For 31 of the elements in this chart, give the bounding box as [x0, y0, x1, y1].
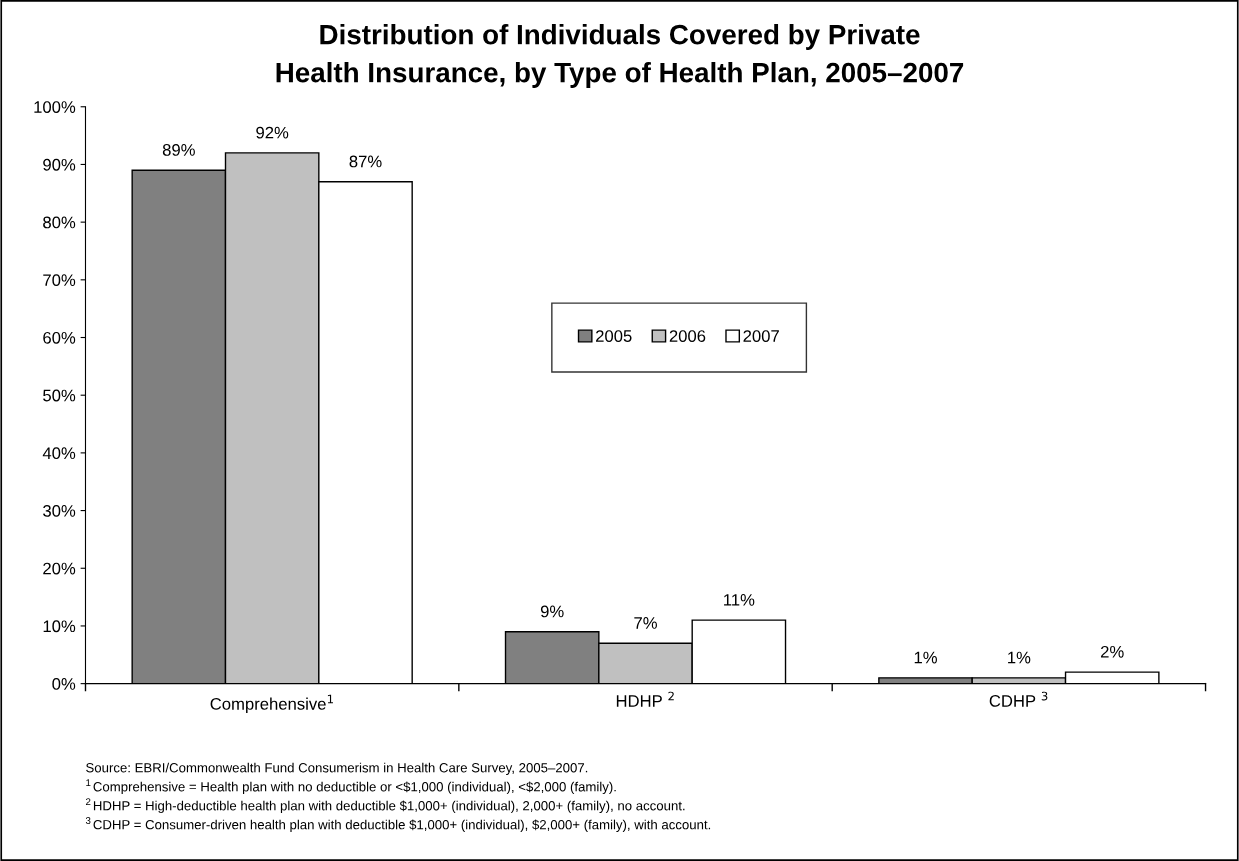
data-label: 9% — [540, 605, 564, 618]
y-tick-label: 20% — [43, 562, 76, 575]
x-tick-label: HDHP $^{2}$ — [616, 691, 674, 707]
data-label: 2% — [1101, 645, 1124, 658]
data-label: 87% — [349, 155, 382, 168]
y-tick-label: 0% — [52, 678, 76, 690]
y-tick-label: 30% — [43, 504, 76, 517]
legend-label: 2005 — [596, 330, 632, 342]
legend-label: 2007 — [743, 330, 779, 342]
data-label: 7% — [634, 617, 657, 629]
chart-title: Distribution of Individuals Covered by Private Health Insurance, by Type of Health Plan, 2005–2007 — [276, 24, 964, 88]
y-tick-label: 90% — [43, 158, 76, 171]
x-tick-label: Comprehensive$^{1}$ — [210, 694, 333, 714]
source-note: Source: EBRI/Commonwealth Fund Consumerism in Health Care Survey, 2005–2007. — [86, 762, 588, 776]
text: 3 CDHP = Consumer-driven health plan with deductible $1,000+ (individual), $2,000+ (family), with account. — [85, 817, 711, 832]
y-tick-label: 70% — [43, 274, 76, 287]
y-tick-label: 100% — [34, 101, 76, 113]
data-label: 92% — [256, 126, 289, 139]
data-label: 1% — [1008, 651, 1031, 664]
data-label: 1% — [914, 651, 937, 664]
text: 2 HDHP = High-deductible health plan with deductible $1,000+ (individual), 2,000+ (family), no account. — [85, 798, 685, 814]
legend-label: 2006 — [669, 330, 706, 342]
y-tick-label: 50% — [43, 389, 76, 402]
y-tick-label: 60% — [43, 331, 76, 344]
data-label: 89% — [162, 144, 195, 156]
text: 1 Comprehensive = Health plan with no deductible or <$1,000 (individual), <$2,000 (family). — [86, 779, 616, 795]
y-tick-label: 10% — [43, 620, 76, 633]
y-tick-label: 80% — [43, 216, 76, 229]
data-label: 11% — [724, 594, 755, 606]
x-tick-label: CDHP $^{3}$ — [989, 691, 1048, 707]
y-tick-label: 40% — [42, 447, 76, 460]
